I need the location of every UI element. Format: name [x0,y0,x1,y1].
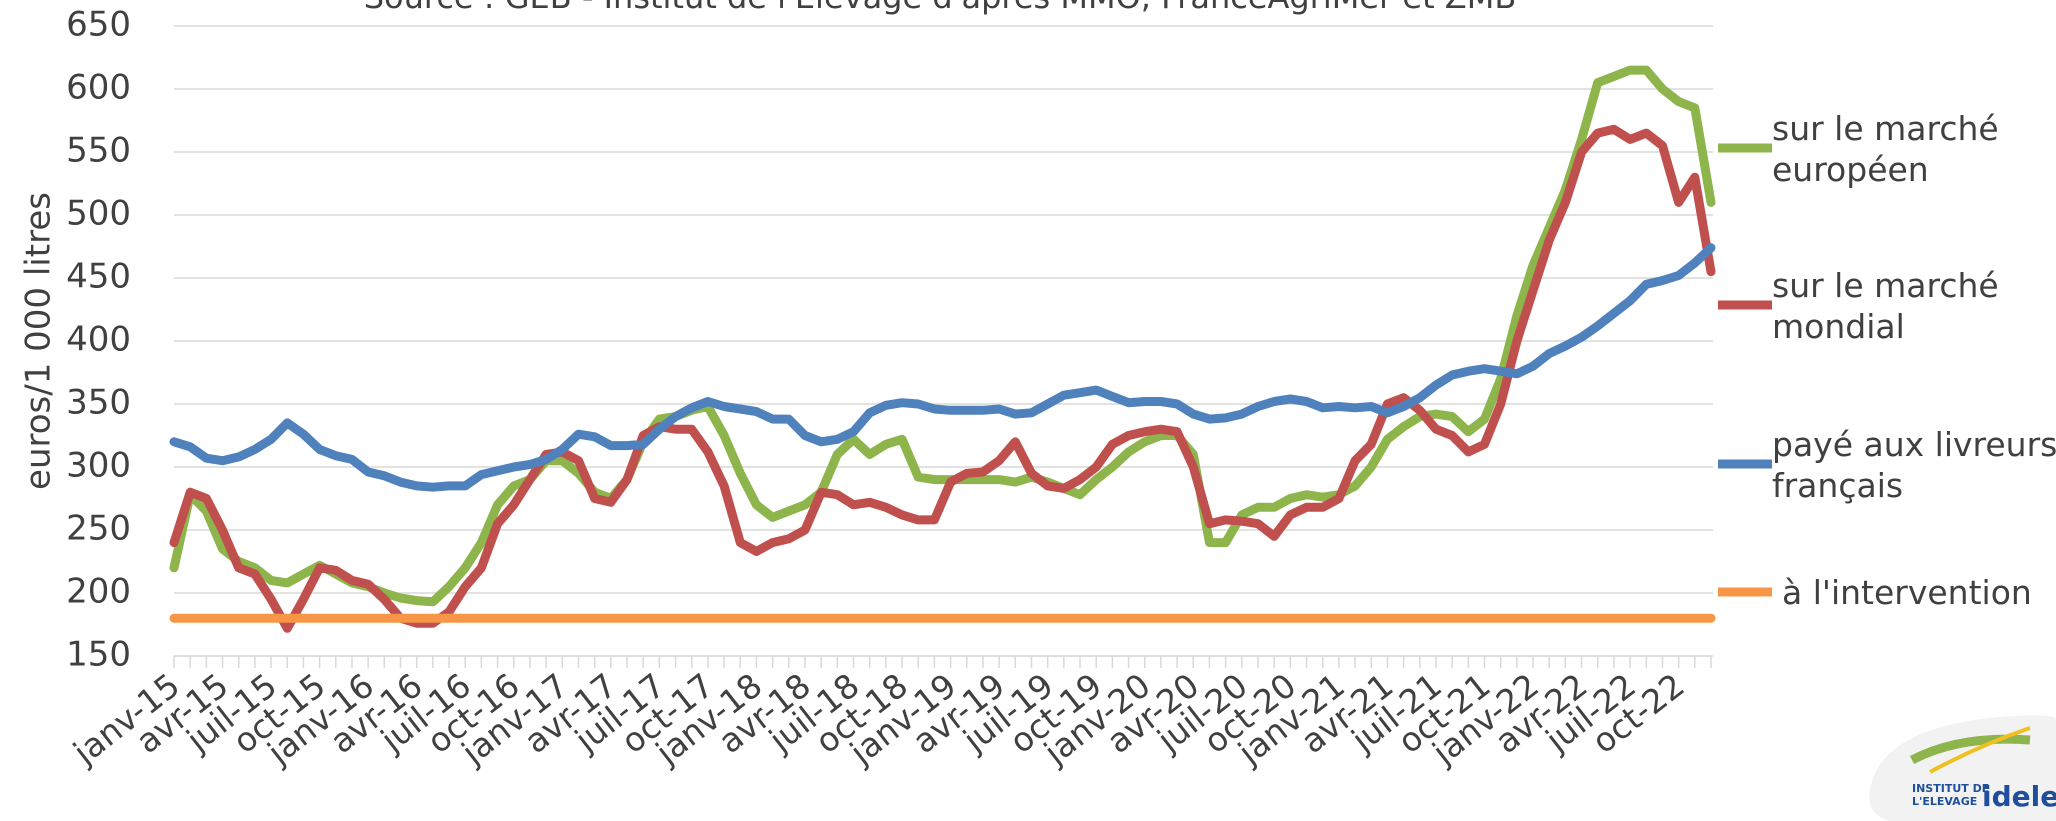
legend-label: payé aux livreurs français [1772,425,2056,505]
logo-swoosh [1929,726,2031,774]
logo-text: L'ELEVAGE [1912,795,1977,808]
logo-brand: idele [1982,780,2056,813]
y-tick-label: 600 [66,68,131,108]
y-tick-label: 400 [66,320,131,360]
chart-subtitle: Source : GEB - Institut de l'Elevage d'a… [364,0,1517,16]
series-line [169,65,1716,607]
legend-label: à l'intervention [1782,573,2032,612]
legend-label: sur le marché mondial [1772,266,1999,346]
y-tick-label: 150 [66,635,131,675]
y-axis-title: euros/1 000 litres [19,192,59,490]
y-tick-label: 300 [66,446,131,486]
y-tick-label: 500 [66,194,131,234]
y-tick-label: 450 [66,257,131,297]
y-tick-label: 550 [66,131,131,171]
y-tick-label: 650 [66,5,131,45]
logo-swoosh [1909,734,2031,764]
logo: INSTITUT DE L'ELEVAGE idele [1869,715,2056,821]
y-tick-label: 200 [66,572,131,612]
logo-text: INSTITUT DE [1912,782,1989,795]
legend-label: sur le marché européen [1772,109,1999,189]
y-tick-label: 250 [66,509,131,549]
series-line [169,243,1716,492]
y-tick-label: 350 [66,383,131,423]
series-line [169,124,1716,633]
